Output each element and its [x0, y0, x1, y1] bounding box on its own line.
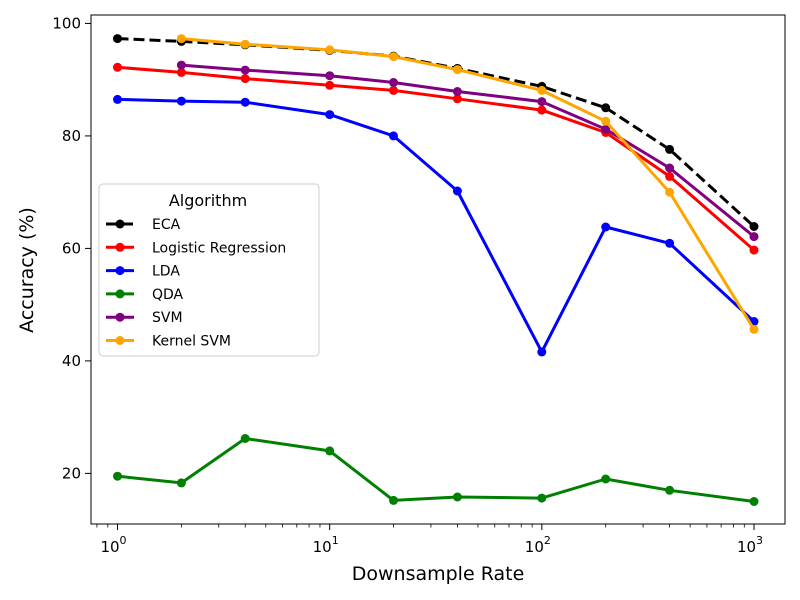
legend-item-kernel-svm: Kernel SVM — [106, 334, 231, 350]
data-point — [665, 171, 675, 181]
legend-item-logistic-regression: Logistic Regression — [106, 240, 286, 256]
data-point — [389, 85, 398, 95]
legend-label: LDA — [152, 264, 180, 280]
data-point — [537, 97, 547, 107]
legend-label: QDA — [152, 287, 184, 303]
plot-frame — [90, 14, 786, 525]
legend-item-qda: QDA — [106, 287, 184, 303]
data-point — [389, 78, 398, 87]
legend-swatch-marker — [115, 242, 125, 252]
legend-label: Logistic Regression — [152, 240, 286, 256]
data-point — [176, 67, 186, 77]
data-point — [240, 39, 250, 49]
data-point — [601, 222, 611, 232]
legend-label: Kernel SVM — [152, 334, 231, 350]
data-point — [601, 116, 611, 126]
data-point — [325, 446, 335, 456]
y-tick-label: 20 — [62, 464, 81, 482]
legend: Algorithm ECA Logistic Regression LDA QDA SV… — [98, 183, 320, 357]
data-point — [749, 232, 759, 242]
y-axis-label: Accuracy (%) — [16, 207, 38, 333]
legend-label: ECA — [152, 217, 181, 233]
data-point — [749, 222, 759, 231]
data-point — [537, 85, 547, 95]
legend-swatch-marker — [115, 266, 125, 276]
x-tick-label: 103 — [737, 534, 763, 556]
data-point — [325, 45, 335, 55]
y-tick-label: 40 — [62, 352, 81, 370]
legend-box — [98, 183, 320, 357]
data-point — [665, 187, 675, 197]
data-point — [240, 434, 250, 443]
series-line-lda — [117, 97, 756, 354]
data-point — [601, 124, 611, 134]
x-tick-label: 101 — [313, 534, 339, 556]
data-point — [113, 62, 122, 72]
data-point — [749, 497, 759, 506]
data-point — [452, 492, 462, 502]
data-point — [113, 94, 122, 104]
data-point — [601, 474, 611, 484]
legend-swatch-marker — [115, 336, 125, 345]
data-point — [389, 495, 398, 505]
data-point — [240, 97, 250, 107]
series-kernel-svm — [176, 34, 759, 334]
data-point — [240, 74, 250, 84]
data-point — [665, 144, 675, 154]
data-point — [665, 238, 675, 248]
y-tick-label: 100 — [52, 14, 81, 32]
y-tick-label: 60 — [62, 239, 81, 257]
data-point — [325, 71, 335, 81]
y-axis-ticks: 20 40 60 80 100 — [52, 14, 91, 482]
series-qda — [113, 434, 759, 506]
data-point — [452, 94, 462, 104]
x-axis-label: Downsample Rate — [352, 563, 525, 585]
x-tick-label: 100 — [100, 534, 126, 556]
x-axis-ticks: 100 101 102 103 — [96, 524, 763, 556]
data-point — [665, 485, 675, 495]
legend-swatch-marker — [115, 219, 125, 229]
legend-label: SVM — [152, 310, 183, 326]
data-point — [537, 105, 547, 115]
data-point — [176, 34, 186, 44]
data-point — [176, 478, 186, 488]
data-point — [176, 60, 186, 70]
data-point — [240, 65, 250, 75]
legend-item-eca: ECA — [106, 217, 181, 233]
data-point — [537, 493, 547, 503]
legend-title: Algorithm — [169, 191, 247, 210]
data-point — [389, 131, 398, 141]
y-tick-label: 80 — [62, 127, 81, 145]
data-point — [113, 34, 122, 44]
plot-lines — [113, 34, 759, 506]
data-point — [325, 110, 335, 120]
series-svm — [176, 60, 759, 242]
series-line-logistic-regression — [117, 65, 755, 252]
legend-item-lda: LDA — [106, 264, 180, 280]
legend-item-svm: SVM — [106, 310, 183, 326]
data-point — [601, 103, 611, 113]
x-tick-label: 102 — [525, 534, 551, 556]
data-point — [452, 65, 462, 75]
data-point — [389, 52, 398, 62]
data-point — [749, 324, 759, 334]
data-point — [452, 186, 462, 196]
data-point — [113, 471, 122, 481]
legend-swatch-marker — [115, 312, 125, 322]
series-lda — [113, 94, 759, 357]
data-point — [176, 96, 186, 106]
series-line-qda — [117, 437, 755, 503]
data-point — [325, 80, 335, 90]
data-point — [537, 347, 547, 357]
data-point — [452, 87, 462, 96]
data-point — [749, 245, 759, 255]
data-point — [665, 163, 675, 173]
legend-swatch-marker — [115, 289, 125, 299]
